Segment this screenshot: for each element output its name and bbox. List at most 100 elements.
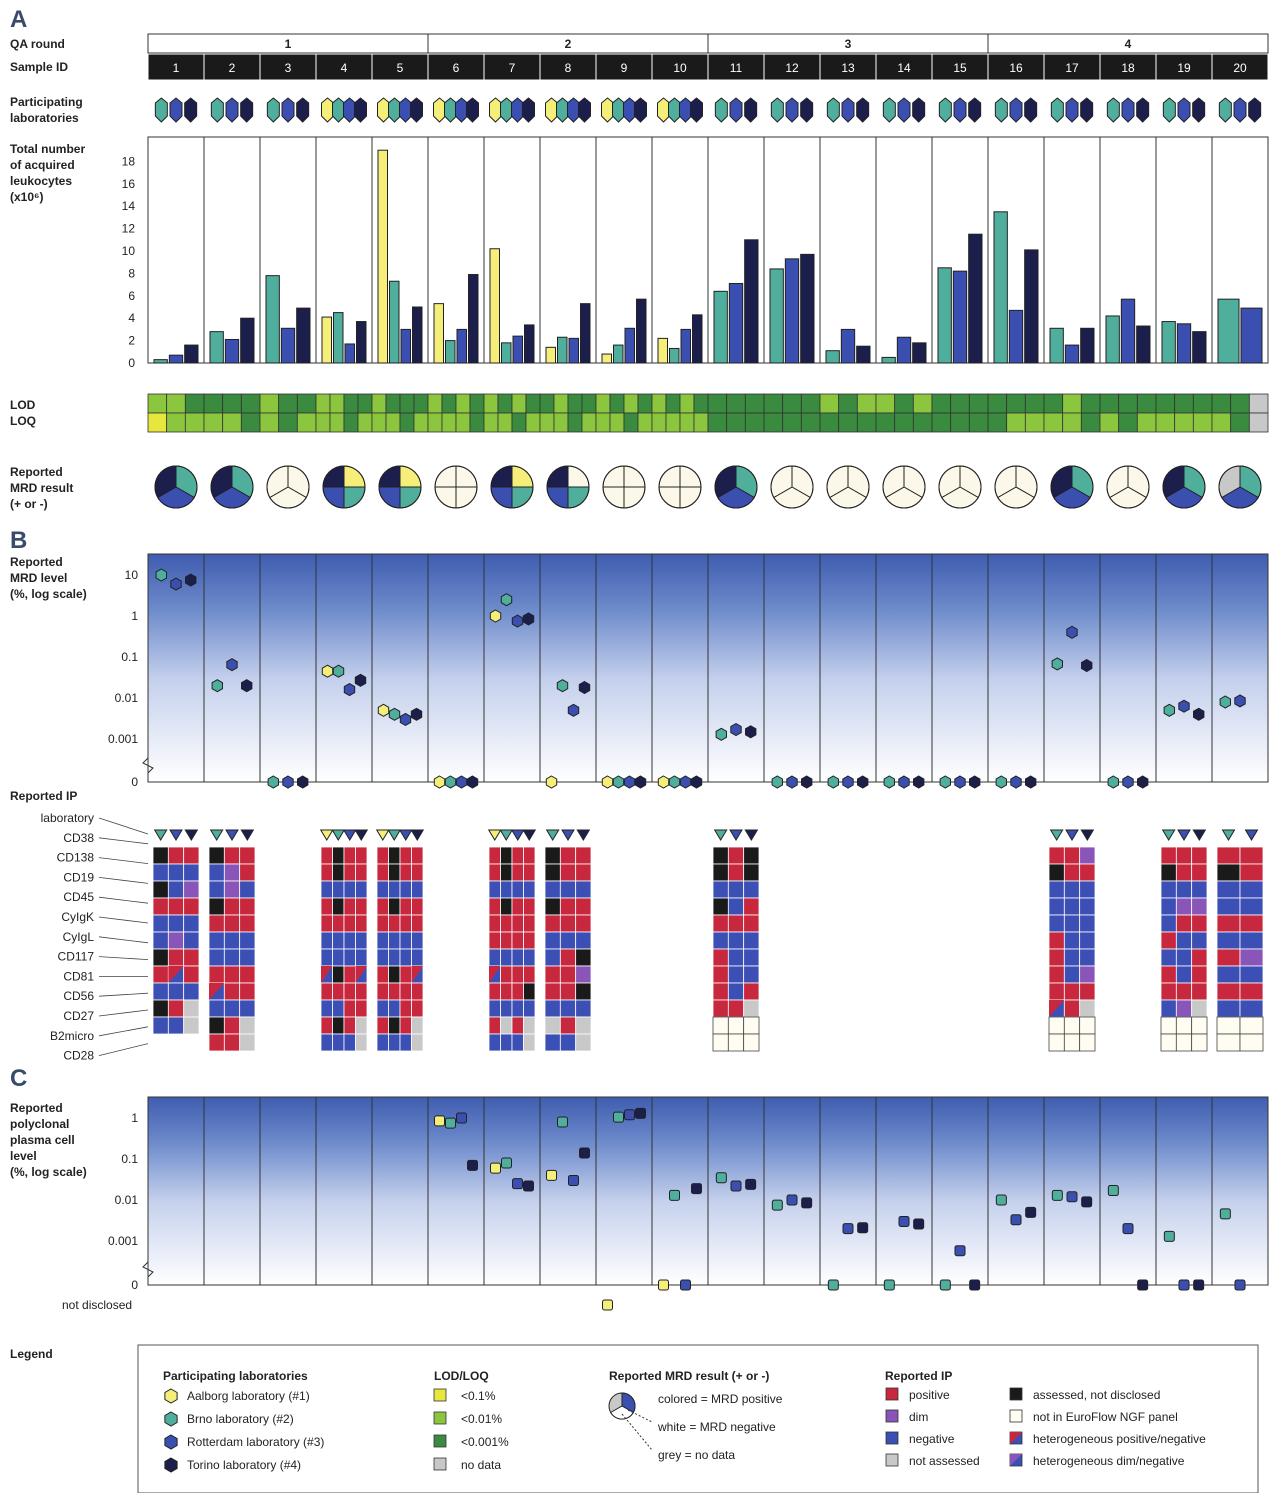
ip-cell-split <box>489 966 501 983</box>
polyclonal-point <box>512 1178 523 1190</box>
leukocyte-bar <box>1176 323 1192 364</box>
ip-marker-label: CD19 <box>63 870 94 884</box>
ip-cell <box>500 1033 513 1052</box>
leukocyte-bar <box>344 343 355 364</box>
ip-cell <box>712 1033 729 1052</box>
ip-cell <box>1239 931 1264 950</box>
leukocyte-bar <box>1105 315 1120 364</box>
leukocyte-bar <box>952 270 968 364</box>
legend-lod-swatch <box>433 1388 447 1402</box>
ip-cell <box>727 982 745 1001</box>
ip-cell <box>320 880 333 899</box>
ip-cell <box>223 880 241 899</box>
ip-cell <box>183 914 200 933</box>
ip-cell <box>559 1016 577 1035</box>
participant-lab-marker <box>841 97 855 123</box>
ip-cell <box>1079 931 1096 950</box>
ip-cell <box>523 846 536 865</box>
lod-loq-cell <box>1230 412 1250 433</box>
ip-lab-triangle <box>1161 829 1176 841</box>
ip-cell <box>1216 965 1241 984</box>
mrd-level-label-line: Reported <box>10 555 63 569</box>
y-tick-label: 14 <box>122 199 136 213</box>
lod-loq-cell <box>1192 412 1213 433</box>
ip-cell <box>183 999 200 1018</box>
ip-lab-triangle <box>487 829 502 841</box>
ip-marker-leader <box>98 1009 149 1017</box>
mrd-pie-outline <box>1050 465 1094 509</box>
ip-cell <box>152 1016 169 1035</box>
ip-cell <box>167 982 185 1001</box>
leukocyte-bar <box>825 350 840 364</box>
mrd-level-point <box>1234 694 1246 708</box>
participant-lab-marker <box>968 97 982 123</box>
mrd-level-point <box>1122 775 1134 789</box>
lod-loq-cell <box>968 393 989 414</box>
participant-lab-marker <box>1065 97 1079 123</box>
mrd-level-point <box>668 775 681 789</box>
polyclonal-point <box>1178 1279 1190 1291</box>
ip-cell <box>1191 1033 1208 1052</box>
mrd-pie-outline <box>882 465 926 509</box>
ip-cell <box>399 931 412 950</box>
ip-cell <box>1175 982 1193 1001</box>
ip-cell <box>511 982 524 1001</box>
leukocyte-bar <box>624 327 635 364</box>
polyclonal-point <box>883 1279 895 1291</box>
ip-lab-triangle <box>342 829 357 841</box>
ip-lab-triangle <box>713 829 728 841</box>
ip-cell <box>712 1016 729 1035</box>
ip-lab-triangle <box>1221 829 1236 841</box>
ip-cell-split <box>209 983 225 1000</box>
ip-cell <box>167 897 185 916</box>
leukocyte-bar <box>209 331 224 364</box>
mrd-level-point <box>388 707 401 721</box>
lod-loq-cell <box>782 393 802 414</box>
ip-cell <box>320 948 333 967</box>
ip-cell <box>208 931 225 950</box>
leukocyte-bar <box>489 248 500 364</box>
ip-cell <box>399 965 412 984</box>
mrd-level-point <box>786 775 798 789</box>
polyclonal-point <box>995 1194 1007 1206</box>
not-disclosed-label: not disclosed <box>62 1298 132 1312</box>
mrd-level-point <box>1051 657 1063 671</box>
ip-cell <box>183 846 200 865</box>
sample-id-cell <box>595 53 653 81</box>
legend-ip-label: positive <box>909 1388 950 1402</box>
y-tick-label: 0 <box>131 1278 138 1292</box>
ip-cell <box>1048 914 1065 933</box>
polyclonal-point <box>913 1218 925 1230</box>
legend-ip-title: Reported IP <box>885 1369 952 1383</box>
ip-marker-label: CD117 <box>58 950 95 964</box>
mrd-level-point <box>679 775 692 789</box>
sample-id-value: 11 <box>730 61 743 75</box>
participant-lab-marker <box>266 97 280 123</box>
ip-cell <box>1063 914 1081 933</box>
polyclonal-point <box>1219 1208 1231 1220</box>
ip-cell <box>523 897 536 916</box>
ip-cell <box>1239 863 1264 882</box>
sample-id-cell <box>651 53 709 81</box>
ip-cell <box>743 931 760 950</box>
ip-cell <box>712 948 729 967</box>
ip-cell <box>1175 931 1193 950</box>
ip-cell <box>1216 897 1241 916</box>
polyclonal-point <box>602 1299 613 1311</box>
ip-cell <box>208 1016 225 1035</box>
lod-loq-cell <box>875 393 896 414</box>
ip-cell <box>511 1033 524 1052</box>
ip-cell <box>376 914 389 933</box>
ip-cell <box>523 1033 536 1052</box>
ip-cell <box>388 982 401 1001</box>
y-tick-label: 4 <box>128 311 135 325</box>
ip-cell <box>376 1033 389 1052</box>
ip-cell <box>1191 1016 1208 1035</box>
participant-lab-marker <box>882 97 896 123</box>
lod-loq-cell <box>296 412 317 433</box>
ip-cell <box>332 948 345 967</box>
lod-loq-cell <box>441 393 457 414</box>
ip-cell <box>727 846 745 865</box>
ip-cell <box>1239 914 1264 933</box>
ip-cell <box>411 880 424 899</box>
